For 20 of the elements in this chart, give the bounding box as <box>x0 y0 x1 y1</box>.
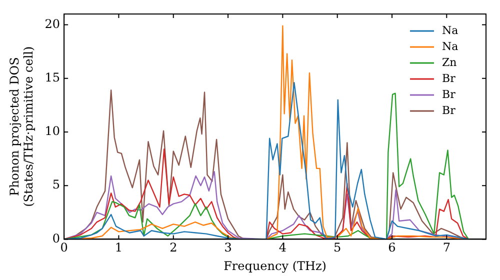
legend-label: Zn <box>442 56 457 69</box>
x-tick-label: 1 <box>114 240 123 255</box>
x-tick-label: 4 <box>278 240 287 255</box>
y-tick-label: 10 <box>44 124 60 138</box>
legend-label: Br <box>442 72 456 85</box>
legend-label: Br <box>442 104 456 117</box>
x-axis-title: Frequency (THz) <box>224 258 326 273</box>
x-tick-label: 3 <box>224 240 232 255</box>
y-tick-label: 20 <box>44 16 60 31</box>
legend-label: Na <box>442 40 459 53</box>
x-tick-label: 5 <box>334 240 342 255</box>
y-tick-label: 0 <box>52 231 60 246</box>
x-tick-label: 2 <box>170 240 178 255</box>
x-tick-label: 7 <box>442 240 450 255</box>
y-tick-label: 5 <box>52 178 60 192</box>
legend-label: Na <box>442 24 459 37</box>
x-tick-label: 6 <box>388 240 396 255</box>
legend-label: Br <box>442 88 456 101</box>
y-axis-title: Phonon projected DOS (States/THz·primitive cell) <box>7 46 36 207</box>
y-tick-label: 15 <box>44 70 60 84</box>
